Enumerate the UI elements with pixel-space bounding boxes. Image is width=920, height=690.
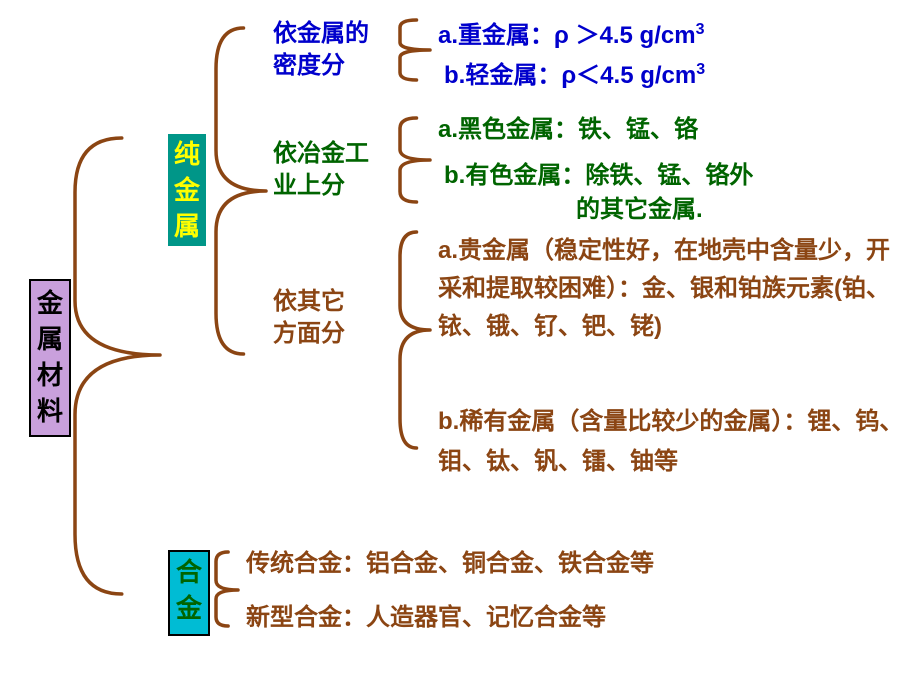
- brace-root: [75, 138, 160, 594]
- brace-alloy: [216, 552, 238, 626]
- brace-density: [400, 20, 430, 80]
- brace-industry: [400, 118, 430, 202]
- braces-layer: [0, 0, 920, 690]
- brace-other: [400, 232, 430, 448]
- brace-pure: [216, 28, 266, 354]
